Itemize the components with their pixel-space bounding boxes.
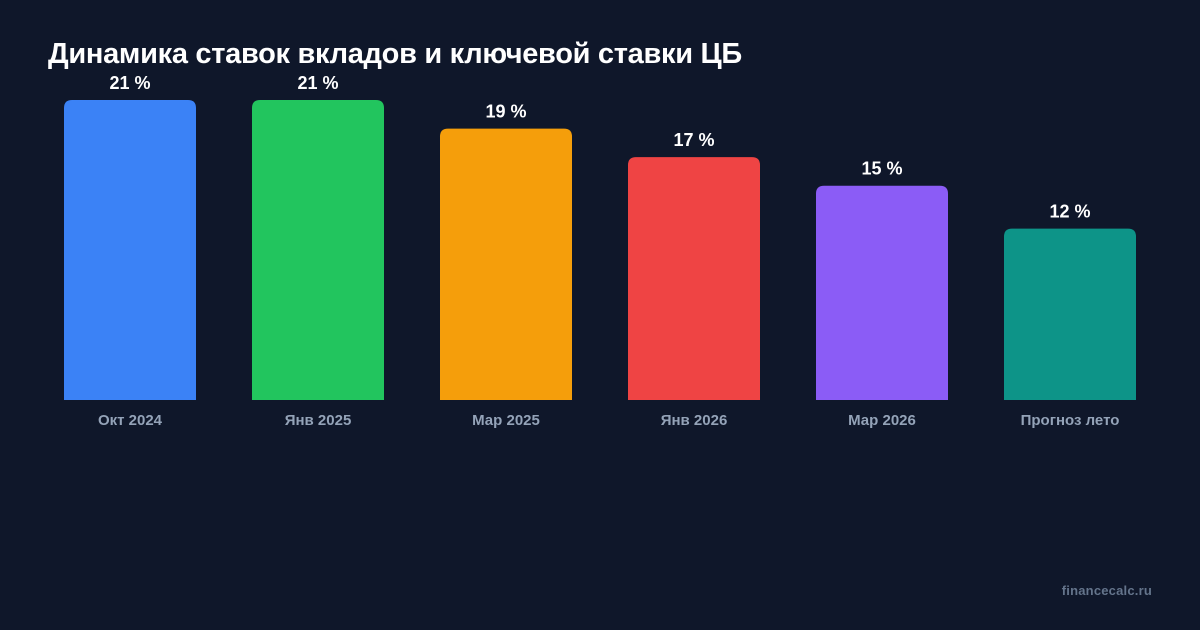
bar-value-label: 12 % [1049, 202, 1090, 222]
bar-value-label: 21 % [297, 73, 338, 93]
bar-2 [252, 100, 384, 400]
bar-5 [816, 185, 948, 400]
bar-value-label: 19 % [485, 102, 526, 122]
x-tick-label: Мар 2025 [472, 412, 540, 429]
x-tick-label: Окт 2024 [98, 412, 163, 429]
x-tick-label: Янв 2026 [661, 412, 728, 429]
x-tick-label: Янв 2025 [285, 412, 352, 429]
chart-title: Динамика ставок вкладов и ключевой ставк… [48, 38, 742, 70]
bar-value-label: 15 % [861, 159, 902, 179]
bar-value-label: 17 % [673, 130, 714, 150]
x-tick-label: Прогноз лето [1021, 412, 1120, 429]
watermark: financecalc.ru [1061, 583, 1152, 598]
x-tick-label: Мар 2026 [848, 412, 916, 429]
bar-6 [1004, 228, 1136, 400]
bar-value-label: 21 % [109, 73, 150, 93]
bar-4 [628, 157, 760, 400]
bar-1 [64, 100, 196, 400]
bar-3 [440, 128, 572, 401]
